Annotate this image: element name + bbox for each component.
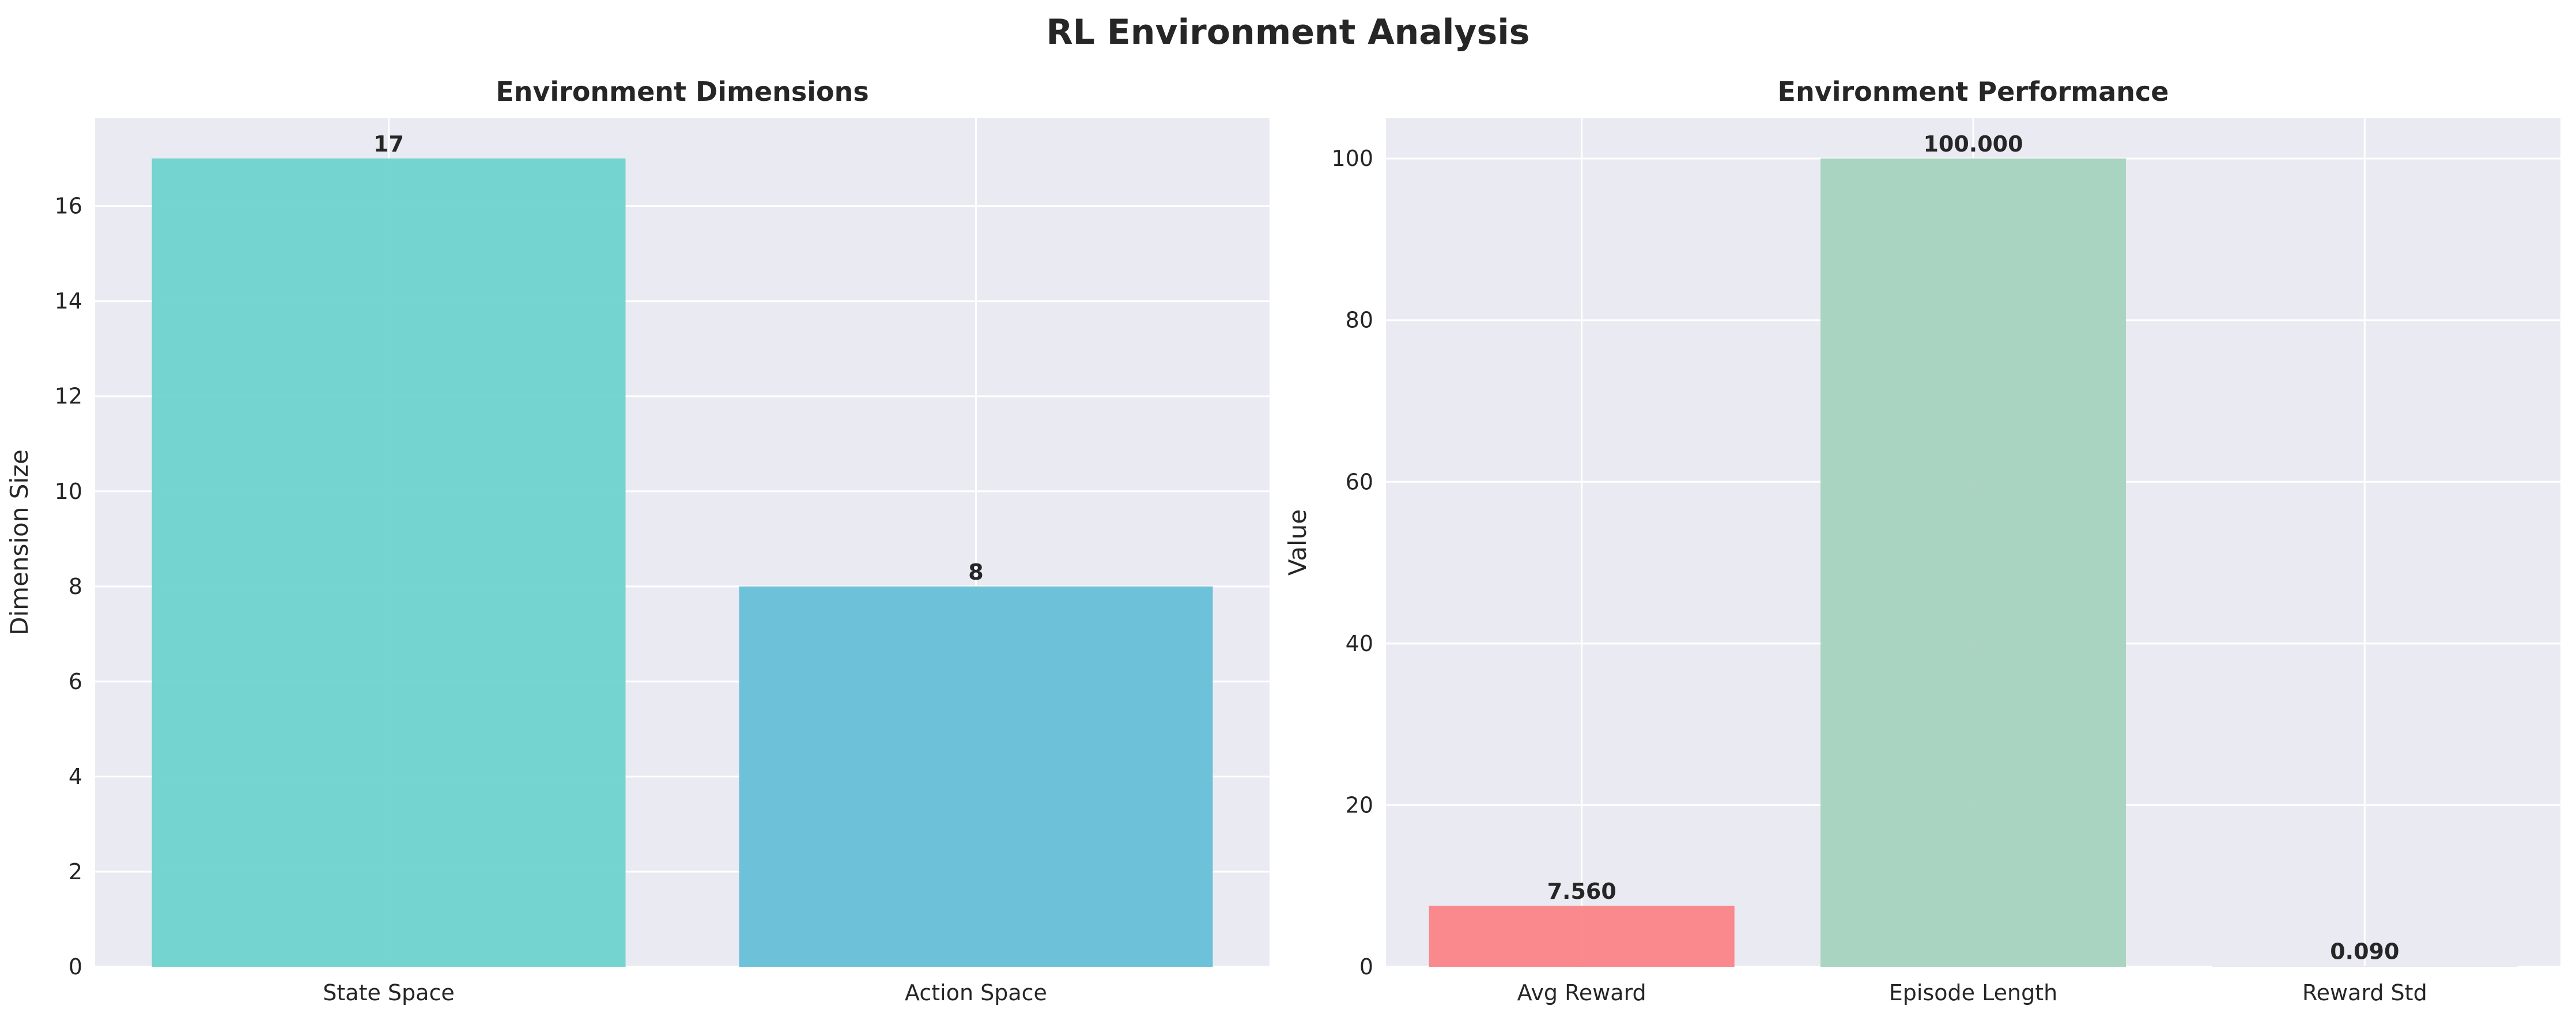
bar	[1820, 158, 2126, 967]
y-tick-label: 60	[1346, 469, 1373, 494]
bar	[1429, 905, 1735, 967]
y-axis-label: Value	[1283, 509, 1312, 576]
panel-1: 0 2 4 6 8 10 12 14 16 17 State Space 8 Action Space E…	[5, 76, 1270, 1005]
y-tick-label: 0	[69, 954, 82, 979]
x-tick-label: Reward Std	[2302, 980, 2427, 1005]
panel-2: 0 20 40 60 80 100 7.560 Avg Reward 100.000 Episod…	[1283, 76, 2560, 1005]
y-tick-label: 40	[1346, 631, 1373, 656]
y-tick-label: 8	[69, 574, 82, 599]
data-label: 8	[968, 559, 983, 585]
data-label: 0.090	[2330, 939, 2399, 965]
bar	[152, 158, 626, 967]
y-tick-label: 12	[55, 384, 82, 409]
panel-title: Environment Performance	[1778, 76, 2169, 107]
y-tick-label: 0	[1359, 954, 1373, 979]
data-label: 100.000	[1923, 131, 2023, 157]
y-tick-label: 2	[69, 859, 82, 884]
y-tick-label: 10	[55, 479, 82, 504]
y-tick-label: 14	[55, 289, 82, 314]
y-axis-label: Dimension Size	[5, 449, 33, 636]
x-tick-label: Action Space	[905, 980, 1047, 1005]
x-tick-label: Avg Reward	[1517, 980, 1646, 1005]
x-tick-label: Episode Length	[1889, 980, 2057, 1005]
y-tick-label: 4	[69, 764, 82, 789]
x-tick-label: State Space	[323, 980, 454, 1005]
y-tick-label: 20	[1346, 792, 1373, 818]
y-tick-label: 16	[55, 194, 82, 219]
y-tick-label: 6	[69, 669, 82, 694]
chart-suptitle: RL Environment Analysis	[1046, 12, 1529, 52]
y-tick-label: 80	[1346, 308, 1373, 333]
panel-title: Environment Dimensions	[496, 76, 869, 107]
bar	[2212, 966, 2518, 967]
data-label: 7.560	[1547, 879, 1616, 904]
data-label: 17	[373, 131, 404, 157]
y-tick-label: 100	[1331, 146, 1373, 171]
bar	[739, 586, 1213, 967]
